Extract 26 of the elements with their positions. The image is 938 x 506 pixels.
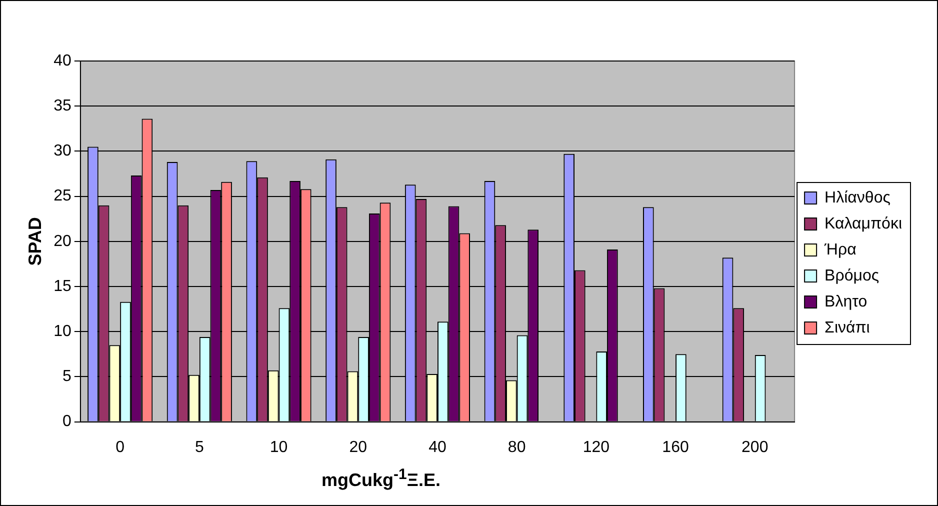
legend-label: Καλαμπόκι (824, 215, 902, 232)
x-tick-label: 200 (742, 438, 768, 456)
x-tick-label: 160 (662, 438, 689, 456)
legend-label: Σινάπι (824, 319, 870, 336)
y-tick-label: 20 (54, 232, 72, 250)
legend-label: Ηλίανθος (824, 189, 891, 206)
legend-label: Βλητο (824, 293, 868, 310)
y-tick-label: 35 (54, 98, 72, 115)
y-tick-label: 25 (54, 188, 72, 205)
x-tick-label: 10 (270, 438, 288, 456)
y-tick-label: 10 (54, 323, 72, 340)
x-tick-label: 80 (508, 438, 526, 456)
legend-label: Ήρα (824, 241, 856, 258)
y-axis-title: SPAD (24, 217, 45, 266)
x-tick-label: 20 (349, 438, 368, 456)
x-tick-label: 40 (428, 438, 446, 456)
x-tick-label: 0 (116, 438, 125, 456)
legend-label: Βρόμος (824, 267, 880, 284)
y-tick-label: 40 (54, 52, 72, 70)
x-tick-label: 5 (194, 438, 204, 456)
y-tick-label: 0 (62, 413, 72, 430)
y-tick-label: 5 (62, 368, 72, 386)
y-tick-label: 15 (54, 278, 72, 295)
x-axis-title: mgCukg$^{-1}$Ξ.Ε. (320, 466, 442, 491)
x-tick-label: 120 (582, 438, 610, 456)
y-tick-label: 30 (54, 142, 72, 160)
